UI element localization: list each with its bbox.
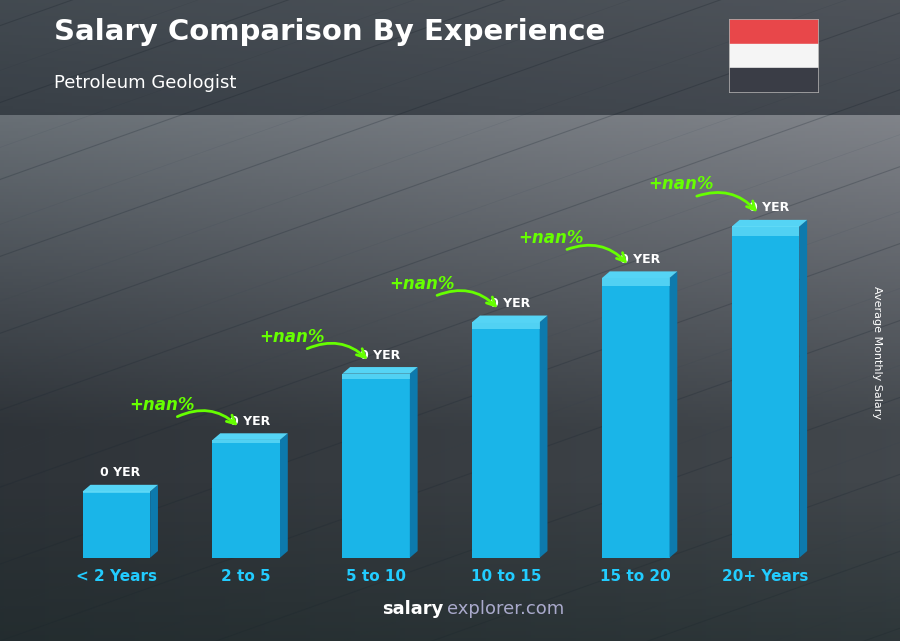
Polygon shape bbox=[212, 433, 288, 440]
Bar bbox=[342, 374, 410, 379]
Polygon shape bbox=[280, 433, 288, 558]
Text: explorer.com: explorer.com bbox=[447, 600, 564, 618]
Bar bbox=[602, 278, 670, 558]
Bar bbox=[212, 440, 280, 444]
Bar bbox=[602, 278, 670, 287]
Text: 0 YER: 0 YER bbox=[360, 349, 400, 362]
Polygon shape bbox=[342, 367, 418, 374]
Polygon shape bbox=[670, 271, 678, 558]
Bar bbox=[729, 69, 819, 93]
Text: 0 YER: 0 YER bbox=[750, 201, 789, 214]
Polygon shape bbox=[83, 485, 158, 492]
Polygon shape bbox=[410, 367, 418, 558]
Bar bbox=[83, 492, 150, 558]
Text: 0 YER: 0 YER bbox=[100, 466, 140, 479]
Text: Petroleum Geologist: Petroleum Geologist bbox=[54, 74, 237, 92]
Text: Salary Comparison By Experience: Salary Comparison By Experience bbox=[54, 19, 605, 46]
Polygon shape bbox=[472, 315, 547, 322]
Bar bbox=[729, 44, 819, 69]
Bar bbox=[212, 440, 280, 558]
Bar bbox=[732, 226, 799, 558]
Text: +nan%: +nan% bbox=[259, 328, 324, 346]
Text: +nan%: +nan% bbox=[389, 275, 454, 293]
Text: 0 YER: 0 YER bbox=[490, 297, 530, 310]
Text: salary: salary bbox=[382, 600, 444, 618]
Polygon shape bbox=[602, 271, 678, 278]
Polygon shape bbox=[540, 315, 547, 558]
Text: +nan%: +nan% bbox=[648, 176, 714, 194]
Text: 0 YER: 0 YER bbox=[619, 253, 660, 266]
Polygon shape bbox=[150, 485, 158, 558]
Bar bbox=[729, 19, 819, 44]
Bar bbox=[732, 226, 799, 237]
Text: 0 YER: 0 YER bbox=[230, 415, 270, 428]
Text: +nan%: +nan% bbox=[518, 229, 584, 247]
Bar bbox=[342, 374, 410, 558]
Text: Average Monthly Salary: Average Monthly Salary bbox=[872, 286, 883, 419]
Text: +nan%: +nan% bbox=[129, 396, 194, 414]
Polygon shape bbox=[799, 220, 807, 558]
Bar bbox=[472, 322, 540, 329]
Polygon shape bbox=[732, 220, 807, 226]
Bar bbox=[472, 322, 540, 558]
Bar bbox=[83, 492, 150, 494]
